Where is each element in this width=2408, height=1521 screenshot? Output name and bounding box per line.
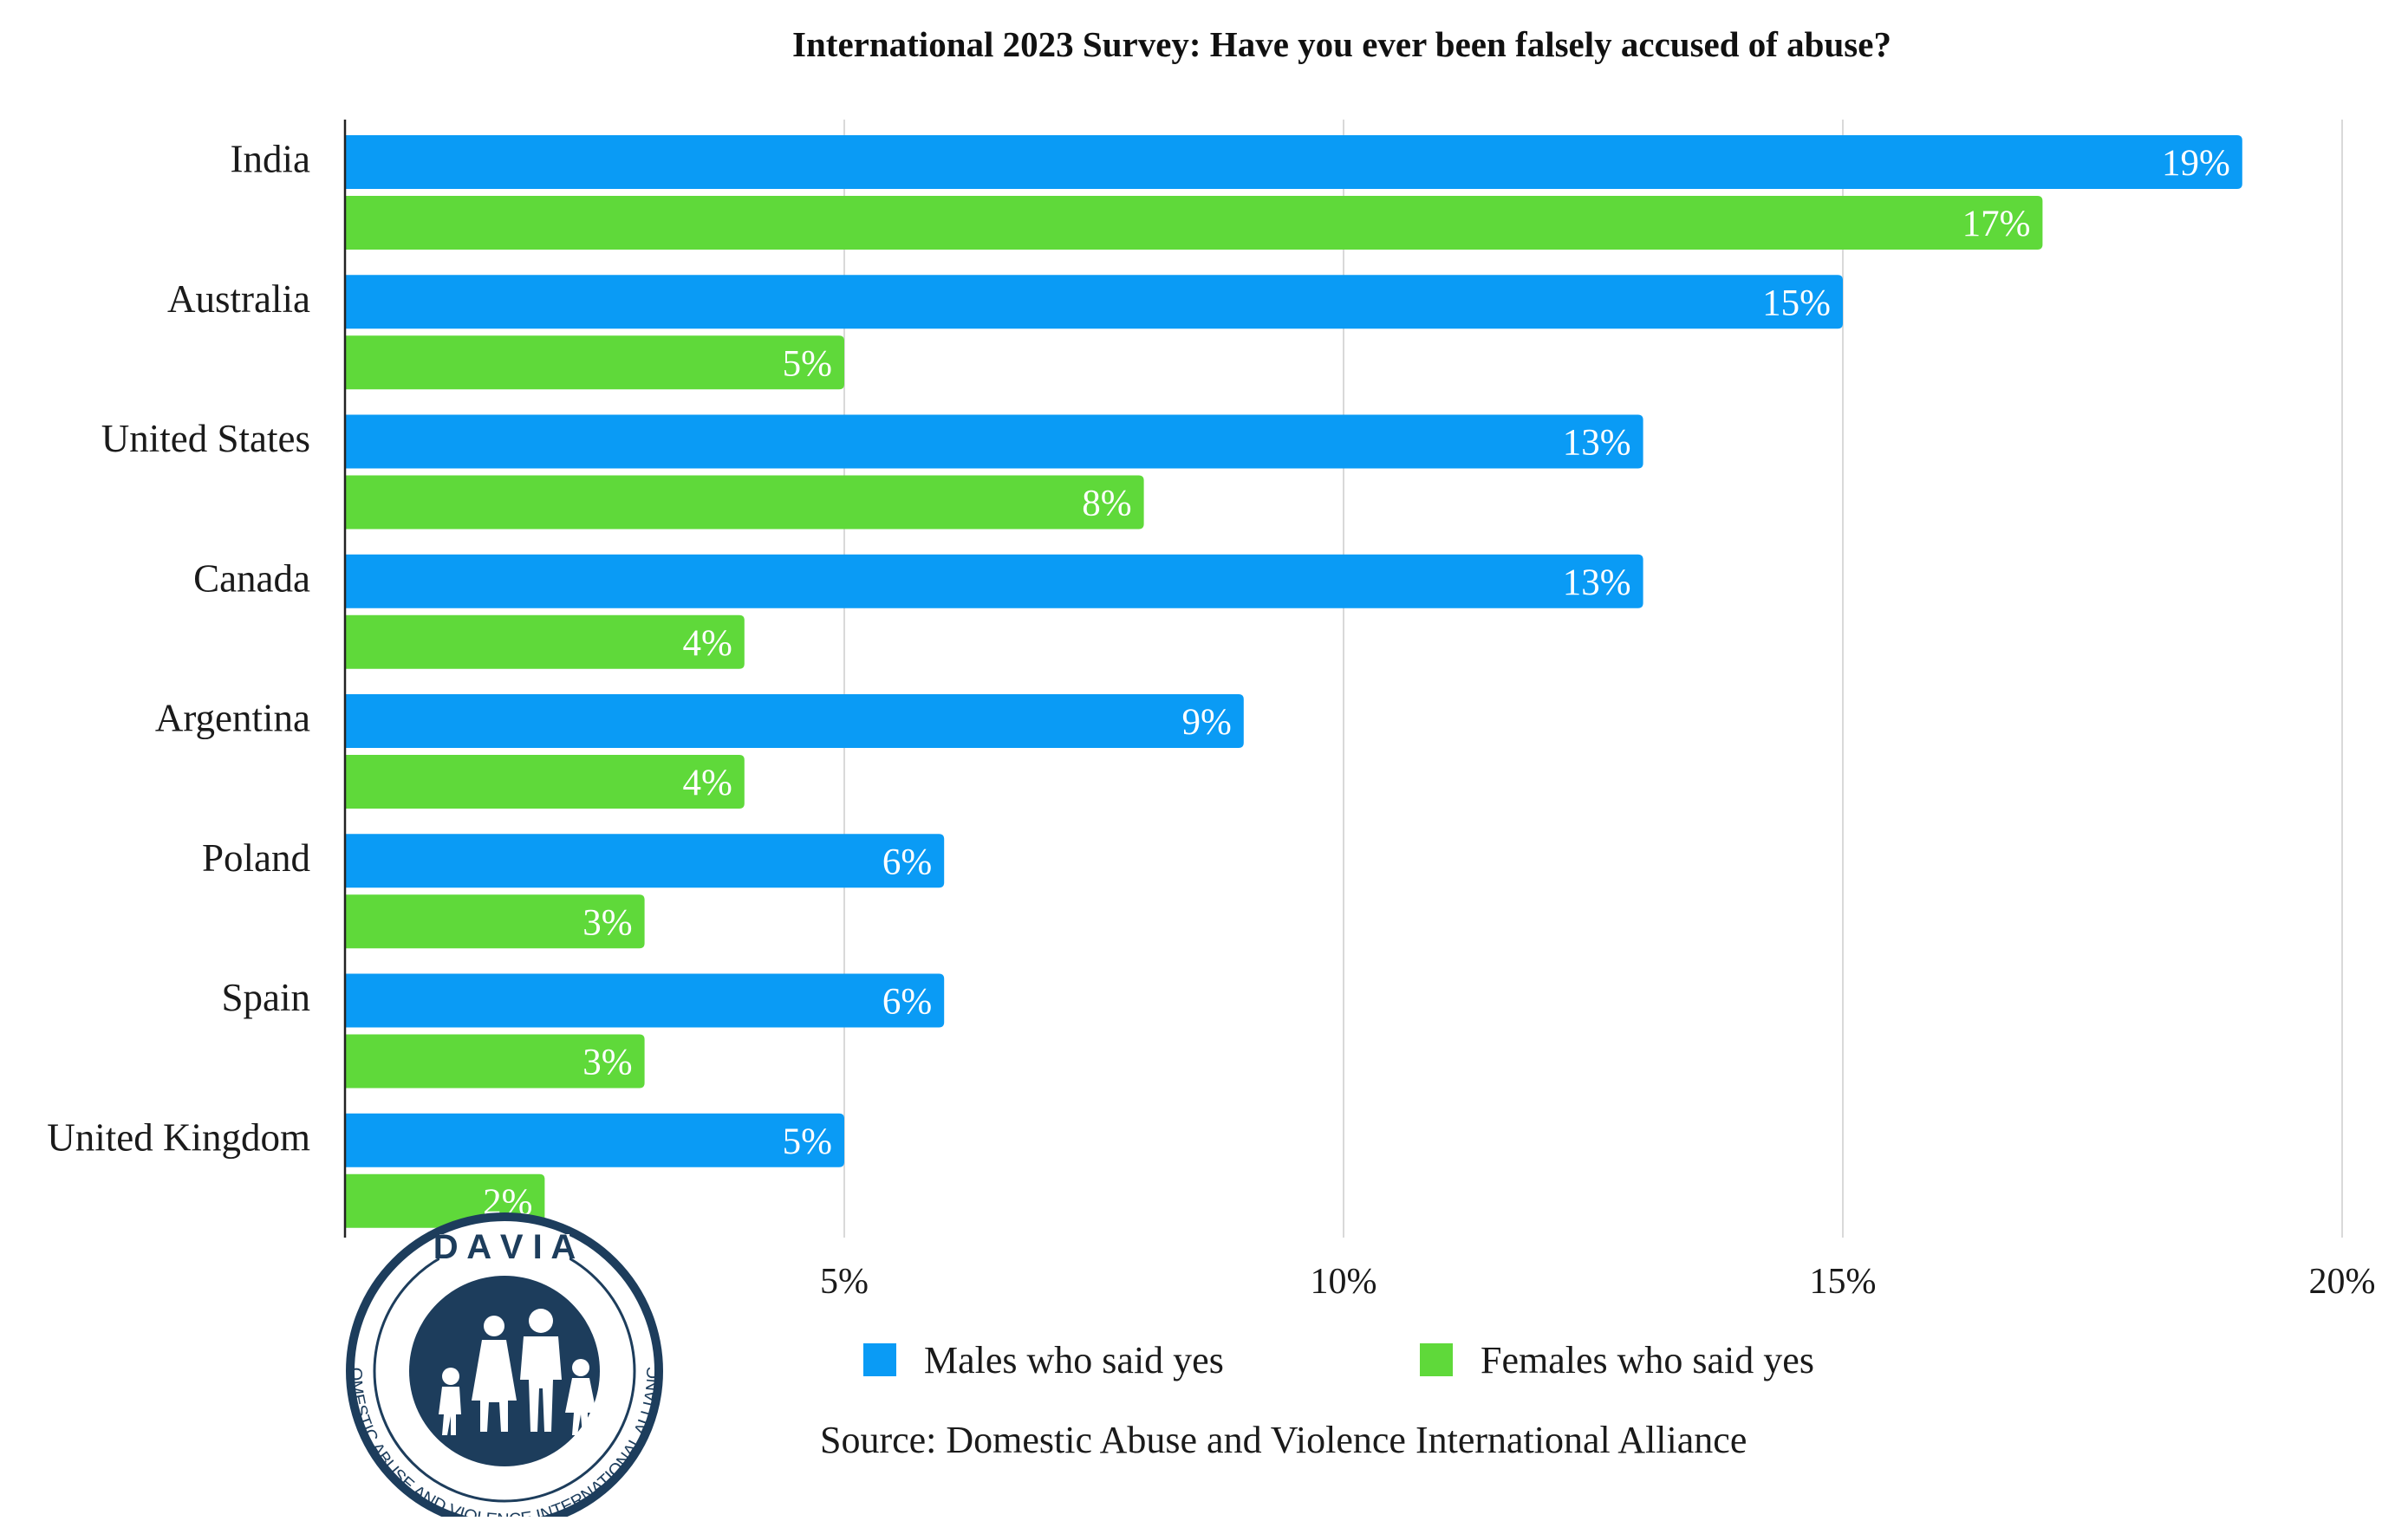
data-label-males: 6% (882, 982, 932, 1023)
data-label-males: 13% (1563, 562, 1631, 603)
data-label-females: 3% (582, 1043, 632, 1083)
bar-males (345, 834, 945, 888)
data-label-males: 19% (2162, 143, 2230, 184)
x-tick-labels: 5% 10% 15% 20% (820, 1262, 2376, 1302)
x-tick-label: 20% (2309, 1262, 2376, 1302)
category-label: United Kingdom (47, 1115, 310, 1159)
x-tick-label: 10% (1311, 1262, 1377, 1302)
source-note: Source: Domestic Abuse and Violence Inte… (820, 1419, 1747, 1461)
x-tick-label: 15% (1810, 1262, 1877, 1302)
data-label-males: 6% (882, 842, 932, 882)
bar-males (345, 414, 1643, 469)
data-labels: 19%17%15%5%13%8%13%4%9%4%6%3%6%3%5%2% (483, 143, 2230, 1223)
chart-title: International 2023 Survey: Have you ever… (792, 24, 1891, 64)
bar-females (345, 1034, 645, 1089)
bar-males (345, 275, 1843, 329)
x-tick-label: 5% (820, 1262, 869, 1302)
bar-females (345, 755, 745, 809)
bar-females (345, 614, 745, 669)
bars (345, 135, 2242, 1228)
category-label: United States (101, 417, 310, 460)
data-label-females: 4% (682, 623, 732, 664)
data-label-females: 5% (783, 343, 832, 384)
data-label-males: 13% (1563, 423, 1631, 464)
bar-females (345, 196, 2043, 250)
legend: Males who said yes Females who said yes (863, 1339, 1814, 1381)
bar-males (345, 1113, 844, 1167)
bar-females (345, 475, 1144, 530)
category-label: Spain (221, 976, 310, 1019)
davia-logo: D A V I A DOMESTIC ABUSE AND VIOLENCE IN… (346, 1212, 663, 1521)
legend-label-females: Females who said yes (1481, 1339, 1814, 1381)
legend-swatch-males (863, 1343, 896, 1376)
category-label: India (231, 138, 310, 181)
bar-females (345, 894, 645, 949)
category-label: Australia (167, 277, 310, 321)
data-label-males: 9% (1181, 702, 1231, 743)
bar-males (345, 973, 945, 1028)
data-label-males: 5% (783, 1121, 832, 1162)
bar-females (345, 335, 844, 390)
bar-males (345, 694, 1244, 748)
data-label-females: 3% (582, 902, 632, 943)
legend-swatch-females (1420, 1343, 1453, 1376)
category-label: Poland (202, 836, 310, 880)
category-labels: India Australia United States Canada Argenti… (47, 138, 310, 1160)
logo-name: D A V I A (433, 1228, 576, 1266)
bar-males (345, 135, 2242, 189)
family-silhouette-icon (439, 1309, 596, 1435)
category-label: Argentina (155, 697, 310, 740)
data-label-females: 8% (1082, 484, 1131, 524)
data-label-females: 4% (682, 763, 732, 803)
data-label-females: 17% (1962, 204, 2031, 244)
data-label-males: 15% (1762, 283, 1831, 323)
legend-label-males: Males who said yes (924, 1339, 1224, 1381)
category-label: Canada (193, 556, 310, 600)
bar-males (345, 554, 1643, 608)
